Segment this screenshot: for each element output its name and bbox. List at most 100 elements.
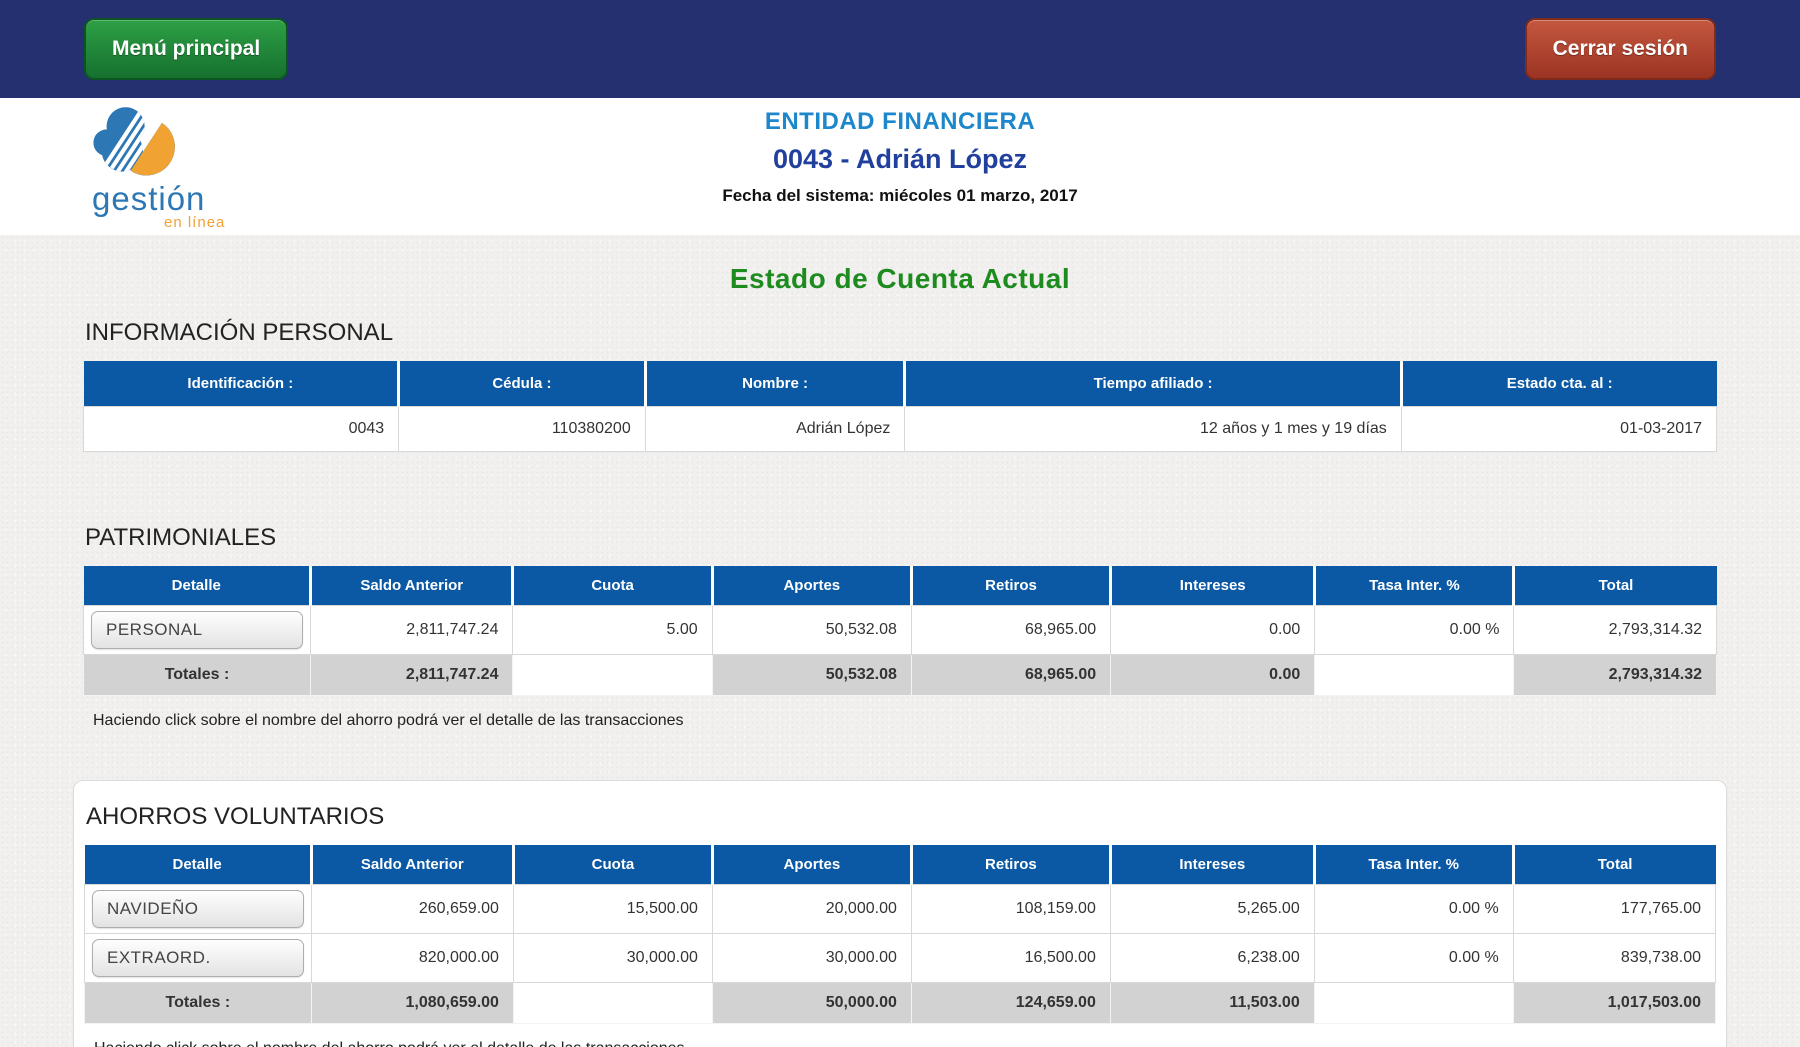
patrimoniales-section: PATRIMONIALES Detalle Saldo Anterior Cuo…: [83, 524, 1717, 744]
retiros-value: 16,500.00: [910, 933, 1111, 983]
totals-aportes: 50,000.00: [711, 982, 912, 1024]
logo-cloud-icon: [93, 107, 175, 176]
totals-cuota-empty: [512, 654, 713, 696]
personal-info-section: INFORMACIÓN PERSONAL Identificación : Cé…: [82, 319, 1718, 452]
saldo-anterior-value: 820,000.00: [310, 933, 514, 983]
savings-detail-button-extraord[interactable]: EXTRAORD.: [92, 939, 304, 977]
table-header-row: Identificación : Cédula : Nombre : Tiemp…: [83, 361, 1717, 407]
savings-detail-button-personal[interactable]: PERSONAL: [91, 611, 303, 649]
aportes-value: 30,000.00: [711, 933, 912, 983]
table-row: PERSONAL 2,811,747.24 5.00 50,532.08 68,…: [83, 605, 1717, 655]
system-date: Fecha del sistema: miécoles 01 marzo, 20…: [722, 186, 1078, 205]
totals-intereses: 11,503.00: [1109, 982, 1315, 1024]
patrimoniales-title: PATRIMONIALES: [85, 524, 277, 551]
logout-button[interactable]: Cerrar sesión: [1524, 18, 1716, 80]
column-header: Saldo Anterior: [309, 845, 514, 885]
column-header: Aportes: [710, 566, 912, 606]
column-header: Aportes: [710, 845, 912, 885]
intereses-value: 6,238.00: [1109, 933, 1315, 983]
saldo-anterior-value: 260,659.00: [310, 884, 514, 934]
tasa-value: 0.00 %: [1314, 605, 1515, 655]
ahorros-table: Detalle Saldo Anterior Cuota Aportes Ret…: [84, 845, 1717, 1024]
column-header: Intereses: [1109, 566, 1315, 606]
total-value: 177,765.00: [1512, 884, 1717, 934]
table-header-row: Detalle Saldo Anterior Cuota Aportes Ret…: [83, 566, 1717, 606]
logo-subtitle: en línea: [164, 214, 226, 231]
totals-retiros: 68,965.00: [910, 654, 1112, 696]
entity-name: ENTIDAD FINANCIERA: [764, 108, 1036, 135]
column-header: Saldo Anterior: [308, 566, 513, 606]
column-header: Total: [1512, 566, 1717, 606]
column-header: Retiros: [909, 845, 1111, 885]
ahorros-title: AHORROS VOLUNTARIOS: [86, 803, 385, 830]
aportes-value: 20,000.00: [711, 884, 912, 934]
app-logo: gestión en línea: [92, 103, 282, 231]
click-hint-note: Haciendo click sobre el nombre del ahorr…: [93, 712, 684, 729]
personal-info-title: INFORMACIÓN PERSONAL: [85, 319, 394, 346]
detail-cell: EXTRAORD.: [84, 933, 312, 983]
column-header: Intereses: [1108, 845, 1315, 885]
column-header: Detalle: [84, 845, 312, 885]
table-row: 0043 110380200 Adrián López 12 años y 1 …: [82, 406, 1718, 452]
table-header-row: Detalle Saldo Anterior Cuota Aportes Ret…: [84, 845, 1716, 885]
click-hint-note: Haciendo click sobre el nombre del ahorr…: [84, 1024, 1716, 1047]
column-header: Cuota: [511, 845, 713, 885]
totals-row: Totales : 1,080,659.00 50,000.00 124,659…: [84, 982, 1717, 1024]
cedula-value: 110380200: [398, 406, 646, 452]
header-identity-block: ENTIDAD FINANCIERA 0043 - Adrián López F…: [0, 108, 1800, 206]
totals-retiros: 124,659.00: [910, 982, 1111, 1024]
column-header: Nombre :: [643, 361, 905, 407]
logo-word: gestión: [92, 180, 206, 217]
total-value: 839,738.00: [1512, 933, 1717, 983]
column-header: Identificación :: [83, 361, 399, 407]
main-menu-button[interactable]: Menú principal: [84, 18, 289, 80]
cuota-value: 5.00: [512, 605, 713, 655]
column-header: Cédula :: [397, 361, 646, 407]
totals-cuota-empty: [512, 982, 713, 1024]
intereses-value: 5,265.00: [1109, 884, 1315, 934]
tasa-value: 0.00 %: [1313, 933, 1514, 983]
affiliation-time-value: 12 años y 1 mes y 19 días: [904, 406, 1402, 452]
intereses-value: 0.00: [1110, 605, 1316, 655]
savings-detail-button-navideno[interactable]: NAVIDEÑO: [92, 890, 304, 928]
detail-cell: NAVIDEÑO: [84, 884, 312, 934]
retiros-value: 68,965.00: [910, 605, 1112, 655]
cuota-value: 30,000.00: [512, 933, 713, 983]
column-header: Detalle: [83, 566, 311, 606]
totals-saldo-anterior: 2,811,747.24: [309, 654, 514, 696]
column-header: Retiros: [909, 566, 1111, 606]
tasa-value: 0.00 %: [1313, 884, 1514, 934]
column-header: Tasa Inter. %: [1313, 566, 1514, 606]
table-row: EXTRAORD. 820,000.00 30,000.00 30,000.00…: [84, 933, 1717, 983]
account-holder: 0043 - Adrián López: [772, 144, 1028, 174]
totals-aportes: 50,532.08: [711, 654, 912, 696]
totals-saldo-anterior: 1,080,659.00: [310, 982, 514, 1024]
top-navigation-bar: Menú principal Cerrar sesión: [0, 0, 1800, 98]
saldo-anterior-value: 2,811,747.24: [309, 605, 514, 655]
identification-value: 0043: [82, 406, 400, 452]
totals-label: Totales :: [84, 982, 312, 1024]
totals-total: 1,017,503.00: [1512, 982, 1717, 1024]
total-value: 2,793,314.32: [1513, 605, 1717, 655]
column-header: Estado cta. al :: [1399, 361, 1717, 407]
column-header: Tasa Inter. %: [1312, 845, 1514, 885]
table-row: NAVIDEÑO 260,659.00 15,500.00 20,000.00 …: [84, 884, 1717, 934]
main-content: Estado de Cuenta Actual INFORMACIÓN PERS…: [0, 235, 1800, 1047]
page-header: gestión en línea ENTIDAD FINANCIERA 0043…: [0, 98, 1800, 235]
ahorros-section: AHORROS VOLUNTARIOS Detalle Saldo Anteri…: [73, 780, 1727, 1047]
retiros-value: 108,159.00: [910, 884, 1111, 934]
cuota-value: 15,500.00: [512, 884, 713, 934]
page-title: Estado de Cuenta Actual: [729, 263, 1071, 294]
column-header: Tiempo afiliado :: [903, 361, 1402, 407]
name-value: Adrián López: [644, 406, 906, 452]
column-header: Cuota: [511, 566, 713, 606]
totals-tasa-empty: [1313, 982, 1514, 1024]
detail-cell: PERSONAL: [83, 605, 311, 655]
totals-row: Totales : 2,811,747.24 50,532.08 68,965.…: [83, 654, 1717, 696]
totals-tasa-empty: [1314, 654, 1515, 696]
patrimoniales-table: Detalle Saldo Anterior Cuota Aportes Ret…: [83, 566, 1717, 696]
personal-info-table: Identificación : Cédula : Nombre : Tiemp…: [82, 361, 1718, 452]
column-header: Total: [1511, 845, 1716, 885]
totals-total: 2,793,314.32: [1513, 654, 1717, 696]
statement-date-value: 01-03-2017: [1400, 406, 1718, 452]
